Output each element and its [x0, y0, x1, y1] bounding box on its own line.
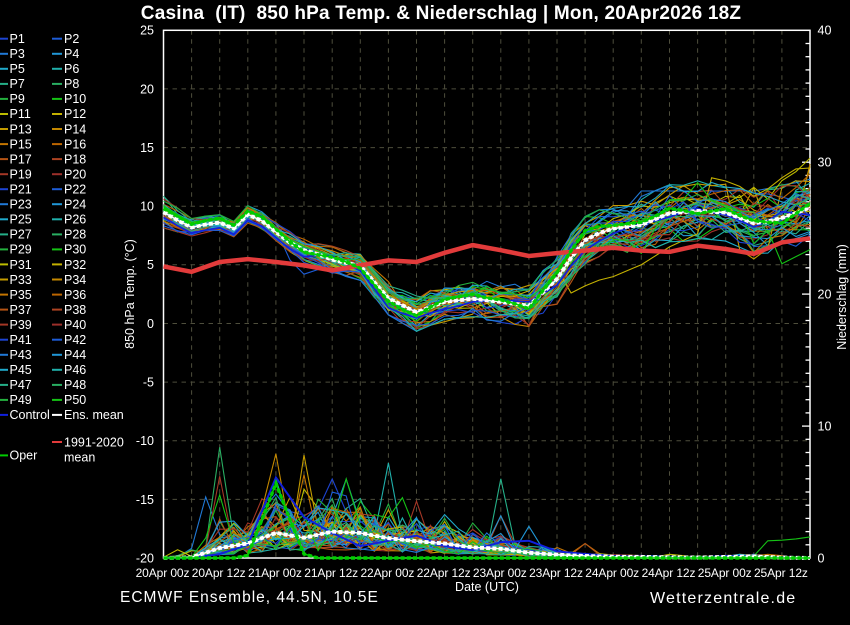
svg-text:P32: P32	[64, 258, 86, 272]
svg-text:P28: P28	[64, 228, 86, 242]
svg-text:P41: P41	[10, 333, 32, 347]
svg-text:5: 5	[147, 258, 154, 272]
svg-text:P45: P45	[10, 363, 32, 377]
svg-text:20Apr 12z: 20Apr 12z	[192, 566, 246, 580]
svg-text:P3: P3	[10, 47, 25, 61]
svg-text:P12: P12	[64, 107, 86, 121]
svg-text:P29: P29	[10, 243, 32, 257]
svg-text:P42: P42	[64, 333, 86, 347]
svg-text:P39: P39	[10, 318, 32, 332]
svg-text:P15: P15	[10, 137, 32, 151]
svg-text:20: 20	[140, 82, 154, 96]
svg-text:mean: mean	[64, 450, 95, 464]
svg-text:P35: P35	[10, 288, 32, 302]
svg-text:P48: P48	[64, 378, 86, 392]
svg-text:P19: P19	[10, 168, 32, 182]
svg-text:Control: Control	[10, 408, 50, 422]
svg-text:P49: P49	[10, 393, 32, 407]
svg-text:P16: P16	[64, 137, 86, 151]
svg-text:P37: P37	[10, 303, 32, 317]
svg-text:P5: P5	[10, 62, 25, 76]
svg-text:P13: P13	[10, 122, 32, 136]
svg-text:P1: P1	[10, 32, 25, 46]
svg-text:P2: P2	[64, 32, 79, 46]
svg-text:P31: P31	[10, 258, 32, 272]
svg-text:P22: P22	[64, 183, 86, 197]
svg-text:P46: P46	[64, 363, 86, 377]
svg-text:40: 40	[818, 24, 832, 38]
svg-text:P33: P33	[10, 273, 32, 287]
svg-text:Date (UTC): Date (UTC)	[455, 580, 519, 594]
svg-text:P20: P20	[64, 168, 86, 182]
svg-text:P26: P26	[64, 213, 86, 227]
svg-text:23Apr 12z: 23Apr 12z	[529, 566, 583, 580]
svg-text:15: 15	[140, 141, 154, 155]
svg-text:-15: -15	[136, 493, 154, 507]
svg-text:Ens. mean: Ens. mean	[64, 408, 124, 422]
svg-text:P43: P43	[10, 348, 32, 362]
svg-text:-5: -5	[143, 376, 154, 390]
svg-text:Casina (IT) 850 hPa Temp. &: Casina (IT) 850 hPa Temp. & Niederschlag…	[141, 3, 742, 24]
svg-text:P25: P25	[10, 213, 32, 227]
svg-text:22Apr 00z: 22Apr 00z	[360, 566, 414, 580]
svg-text:ECMWF Ensemble, 44.5N, 10.5E: ECMWF Ensemble, 44.5N, 10.5E	[120, 589, 379, 606]
svg-text:P7: P7	[10, 77, 25, 91]
svg-text:24Apr 00z: 24Apr 00z	[585, 566, 639, 580]
svg-text:30: 30	[818, 156, 832, 170]
svg-text:Niederschlag (mm): Niederschlag (mm)	[835, 244, 849, 350]
svg-text:P8: P8	[64, 77, 79, 91]
svg-text:P50: P50	[64, 393, 86, 407]
svg-text:10: 10	[818, 420, 832, 434]
svg-text:P11: P11	[10, 107, 31, 121]
svg-text:P30: P30	[64, 243, 86, 257]
svg-text:P38: P38	[64, 303, 86, 317]
svg-text:P21: P21	[10, 183, 32, 197]
svg-text:20Apr 00z: 20Apr 00z	[136, 566, 190, 580]
svg-text:P44: P44	[64, 348, 86, 362]
svg-text:P14: P14	[64, 122, 86, 136]
svg-text:21Apr 12z: 21Apr 12z	[304, 566, 358, 580]
svg-text:P40: P40	[64, 318, 86, 332]
svg-text:Oper: Oper	[10, 449, 38, 463]
svg-text:P18: P18	[64, 152, 86, 166]
svg-text:850 hPa Temp. (°C): 850 hPa Temp. (°C)	[123, 239, 137, 349]
svg-text:P47: P47	[10, 378, 32, 392]
svg-text:P23: P23	[10, 198, 32, 212]
svg-text:Wetterzentrale.de: Wetterzentrale.de	[650, 590, 796, 607]
svg-text:P34: P34	[64, 273, 86, 287]
svg-text:25Apr 00z: 25Apr 00z	[698, 566, 752, 580]
svg-text:-20: -20	[136, 551, 154, 565]
svg-text:25: 25	[140, 24, 154, 38]
svg-text:22Apr 12z: 22Apr 12z	[417, 566, 471, 580]
svg-text:P36: P36	[64, 288, 86, 302]
svg-text:P10: P10	[64, 92, 86, 106]
svg-text:P17: P17	[10, 152, 32, 166]
svg-text:1991-2020: 1991-2020	[64, 435, 124, 449]
svg-text:21Apr 00z: 21Apr 00z	[248, 566, 302, 580]
svg-text:10: 10	[140, 200, 154, 214]
svg-text:-10: -10	[136, 434, 154, 448]
svg-text:P9: P9	[10, 92, 25, 106]
svg-text:P6: P6	[64, 62, 79, 76]
svg-text:20: 20	[818, 288, 832, 302]
svg-text:24Apr 12z: 24Apr 12z	[642, 566, 696, 580]
svg-text:P27: P27	[10, 228, 32, 242]
svg-text:P24: P24	[64, 198, 86, 212]
svg-text:0: 0	[818, 551, 825, 565]
svg-text:25Apr 12z: 25Apr 12z	[754, 566, 808, 580]
svg-text:0: 0	[147, 317, 154, 331]
svg-text:P4: P4	[64, 47, 79, 61]
svg-text:23Apr 00z: 23Apr 00z	[473, 566, 527, 580]
